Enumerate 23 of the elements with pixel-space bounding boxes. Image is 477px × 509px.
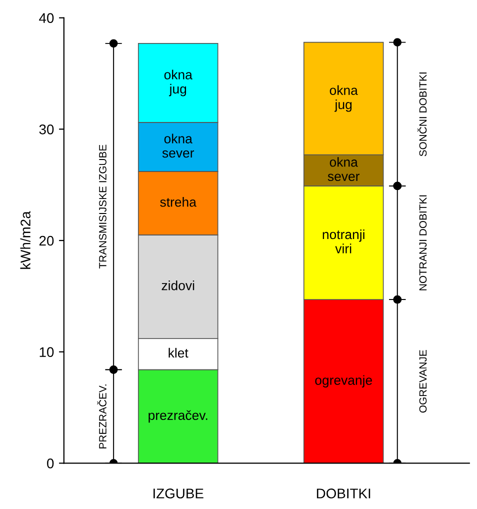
series-label: streha bbox=[160, 197, 196, 207]
y-tick-label: 0 bbox=[47, 458, 54, 468]
annotation: PREZRAČEV. bbox=[97, 384, 106, 448]
annotation: TRANSMISIJSKE IZGUBE bbox=[99, 144, 106, 269]
x-tick-label: DOBITKI bbox=[316, 488, 370, 498]
series-label: klet bbox=[168, 348, 188, 358]
y-tick-label: 10 bbox=[40, 347, 54, 358]
series-label: okna sever bbox=[162, 134, 194, 158]
series-label: okna jug bbox=[164, 70, 192, 96]
y-tick-label: 40 bbox=[39, 13, 54, 23]
annotation: SONČNI DOBITKI bbox=[417, 72, 427, 156]
series-label: ogrevanje bbox=[315, 375, 372, 388]
series-label: zidovi bbox=[162, 280, 194, 290]
x-tick-label: IZGUBE bbox=[154, 488, 204, 498]
annotation: NOTRANJI DOBITKI bbox=[419, 195, 427, 290]
series-label: okna jug bbox=[330, 85, 358, 112]
y-axis-title: kWh/m2a bbox=[20, 211, 30, 269]
series-label: notranji viri bbox=[322, 229, 364, 254]
y-tick-label: 20 bbox=[39, 236, 54, 246]
series-label: prezračev. bbox=[148, 410, 208, 423]
y-tick-label: 30 bbox=[39, 124, 54, 134]
annotation: OGREVANJE bbox=[419, 350, 427, 413]
series-label: okna sever bbox=[328, 157, 360, 182]
